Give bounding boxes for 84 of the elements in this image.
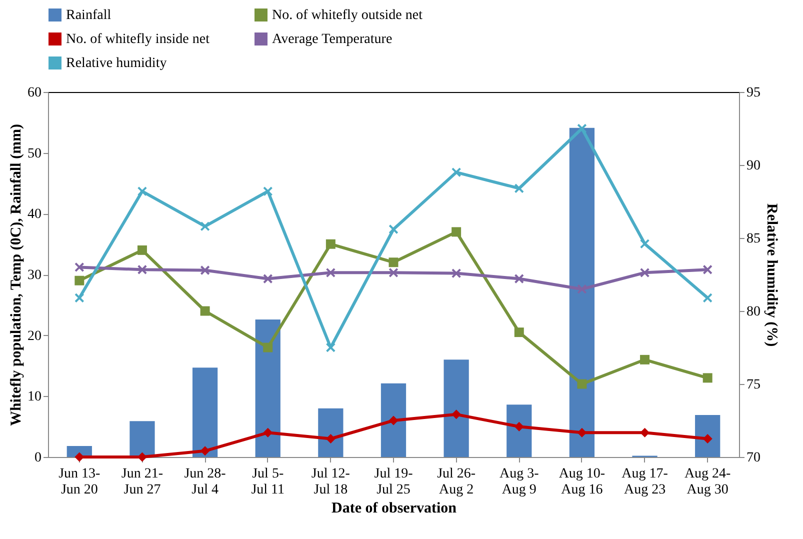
point [74,262,84,272]
point [388,258,398,268]
point [263,342,273,352]
point [640,428,650,438]
point [514,328,524,338]
point [452,410,462,420]
y-axis-title: Whitefly population, Temp (0C), Rainfall (mm) [8,124,24,426]
x-tick-label: Aug 17- Aug 23 [622,466,668,498]
y-tick-label: 40 [28,207,42,222]
point [514,183,524,194]
bar [380,383,406,457]
y-tick-label: 10 [28,390,42,405]
point [702,264,712,275]
bar [506,404,532,457]
point [262,274,273,284]
bar [444,360,469,457]
y2-axis-title: Relative humidity (%) [764,203,780,347]
bar [569,128,595,457]
point [640,354,650,364]
y-tick-label: 50 [28,146,42,162]
x-tick-label: Aug 24- Aug 30 [684,466,732,498]
x-tick-label: Jul 5- Jul 11 [251,466,285,498]
y2-tick-label: 95 [746,86,760,100]
point [452,227,462,237]
point [514,274,524,284]
point [74,452,84,462]
point [326,239,336,249]
x-tick-label: Jul 26- Aug 2 [437,466,476,498]
point [388,416,398,426]
y2-tick-label: 90 [746,158,760,174]
point [326,268,336,278]
x-tick-label: Jun 13- Jun 20 [58,466,101,498]
point [200,221,210,232]
legend-label: No. of whitefly inside net [66,32,210,47]
y-tick-label: 20 [28,328,42,344]
y2-tick-label: 85 [746,232,760,246]
point [137,264,148,275]
point [514,422,524,432]
y2-tick-label: 80 [746,304,760,320]
point [577,428,587,438]
point [262,186,273,196]
point [640,268,650,278]
point [137,186,148,196]
y2-tick-label: 70 [746,450,760,466]
bar [130,421,155,457]
point [451,268,462,278]
x-tick-label: Aug 10- Aug 16 [558,466,606,498]
x-tick-label: Aug 3- Aug 9 [499,466,540,498]
point [74,292,84,303]
point [74,276,84,286]
bar [695,415,720,457]
point [577,284,587,294]
x-tick-label: Jul 12- Jul 18 [311,466,350,498]
point [577,124,587,134]
legend-label: No. of whitefly outside net [272,8,423,23]
y-tick-label: 0 [34,450,42,466]
point [326,342,336,352]
point [137,245,147,255]
point [640,238,650,249]
point [326,434,336,444]
point [388,224,398,234]
bar [318,408,344,457]
point [200,306,210,316]
legend-label: Relative humidity [66,56,167,71]
point [263,428,273,438]
legend-label: Average Temperature [272,32,392,47]
point [702,373,712,383]
x-axis-title: Date of observation [332,500,458,516]
x-tick-label: Jul 19- Jul 25 [374,466,414,498]
x-tick-label: Jun 21- Jun 27 [121,466,164,498]
point [200,265,210,276]
point [702,292,712,303]
y-tick-label: 60 [28,86,42,100]
point [200,446,210,456]
bar [255,320,280,457]
y-tick-label: 30 [28,268,42,283]
x-tick-label: Jun 28- Jul 4 [184,466,226,498]
point [702,434,712,444]
legend-label: Rainfall [66,8,112,23]
point [577,379,587,389]
point [388,268,398,278]
point [451,167,462,178]
y2-tick-label: 75 [746,378,760,392]
bar [192,368,218,457]
